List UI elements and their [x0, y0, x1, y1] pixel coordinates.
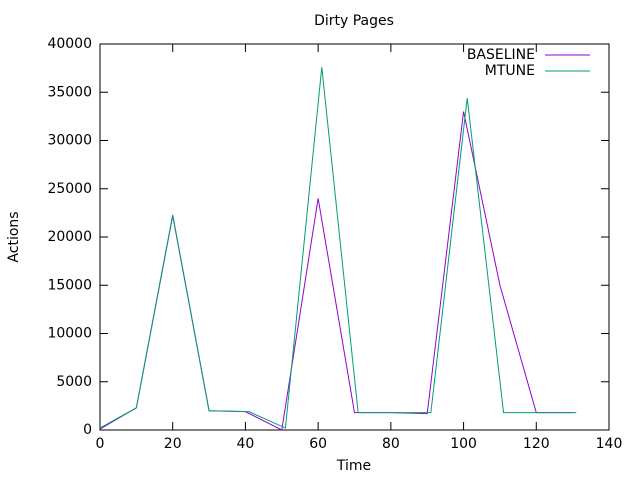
y-tick-label: 40000	[47, 36, 92, 52]
x-tick-label: 120	[523, 436, 550, 452]
legend-label: BASELINE	[467, 47, 535, 63]
y-axis-label: Actions	[6, 211, 22, 262]
legend-label: MTUNE	[485, 63, 535, 79]
x-axis-label: Time	[336, 458, 371, 474]
x-tick-label: 80	[382, 436, 400, 452]
y-tick-label: 0	[83, 422, 92, 438]
chart-title: Dirty Pages	[314, 13, 394, 29]
x-tick-label: 60	[309, 436, 327, 452]
y-tick-label: 10000	[47, 326, 92, 342]
series-line	[99, 67, 577, 429]
y-tick-label: 5000	[56, 374, 92, 390]
y-tick-label: 30000	[47, 133, 92, 149]
x-tick-label: 40	[237, 436, 255, 452]
x-tick-label: 100	[450, 436, 477, 452]
y-tick-label: 35000	[47, 84, 92, 100]
y-tick-label: 25000	[47, 181, 92, 197]
y-tick-label: 20000	[47, 229, 92, 245]
x-tick-label: 0	[96, 436, 105, 452]
x-tick-label: 140	[596, 436, 623, 452]
y-tick-label: 15000	[47, 277, 92, 293]
x-tick-label: 20	[164, 436, 182, 452]
